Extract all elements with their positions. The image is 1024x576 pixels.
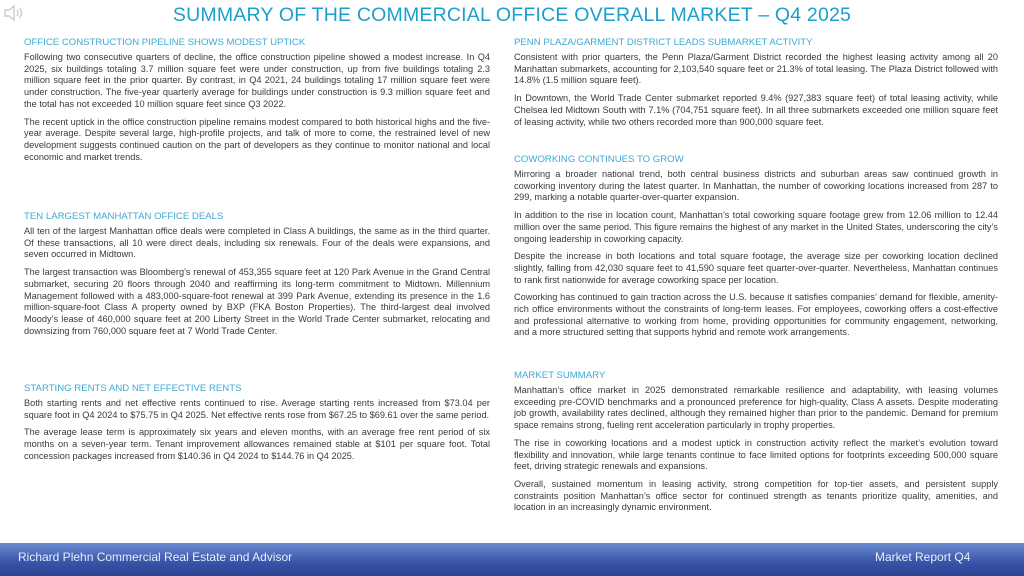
paragraph: In Downtown, the World Trade Center subm… (514, 93, 998, 127)
page-title: SUMMARY OF THE COMMERCIAL OFFICE OVERALL… (172, 4, 852, 26)
section-largest-deals: TEN LARGEST MANHATTAN OFFICE DEALS All t… (24, 211, 490, 343)
paragraph: All ten of the largest Manhattan office … (24, 226, 490, 260)
section-heading: PENN PLAZA/GARMENT DISTRICT LEADS SUBMAR… (514, 37, 813, 48)
paragraph: Consistent with prior quarters, the Penn… (514, 52, 998, 86)
footer-report-label: Market Report Q4 (875, 550, 971, 564)
paragraph: Despite the increase in both locations a… (514, 251, 998, 285)
paragraph: The average lease term is approximately … (24, 427, 490, 461)
section-coworking: COWORKING CONTINUES TO GROW Mirroring a … (514, 154, 998, 345)
footer-company: Richard Plehn Commercial Real Estate and… (18, 550, 293, 564)
section-heading: OFFICE CONSTRUCTION PIPELINE SHOWS MODES… (24, 37, 306, 48)
paragraph: Coworking has continued to gain traction… (514, 292, 998, 338)
paragraph: Manhattan’s office market in 2025 demons… (514, 385, 998, 431)
section-heading: COWORKING CONTINUES TO GROW (514, 154, 684, 165)
speaker-icon[interactable] (3, 4, 25, 22)
paragraph: The rise in coworking locations and a mo… (514, 437, 998, 472)
section-construction-pipeline: OFFICE CONSTRUCTION PIPELINE SHOWS MODES… (24, 37, 490, 169)
paragraph: In addition to the rise in location coun… (514, 210, 998, 244)
paragraph: The largest transaction was Bloomberg’s … (24, 267, 490, 336)
section-heading: STARTING RENTS AND NET EFFECTIVE RENTS (24, 383, 242, 394)
paragraph: The recent uptick in the office construc… (24, 116, 490, 162)
section-market-summary: MARKET SUMMARY Manhattan’s office market… (514, 370, 998, 520)
section-submarket-activity: PENN PLAZA/GARMENT DISTRICT LEADS SUBMAR… (514, 37, 998, 134)
paragraph: Both starting rents and net effective re… (24, 398, 490, 420)
paragraph: Following two consecutive quarters of de… (24, 52, 490, 109)
section-heading: MARKET SUMMARY (514, 370, 606, 381)
footer-bar: Richard Plehn Commercial Real Estate and… (0, 543, 1024, 576)
section-rents: STARTING RENTS AND NET EFFECTIVE RENTS B… (24, 383, 490, 469)
paragraph: Mirroring a broader national trend, both… (514, 169, 998, 203)
paragraph: Overall, sustained momentum in leasing a… (514, 478, 998, 513)
section-heading: TEN LARGEST MANHATTAN OFFICE DEALS (24, 211, 224, 222)
